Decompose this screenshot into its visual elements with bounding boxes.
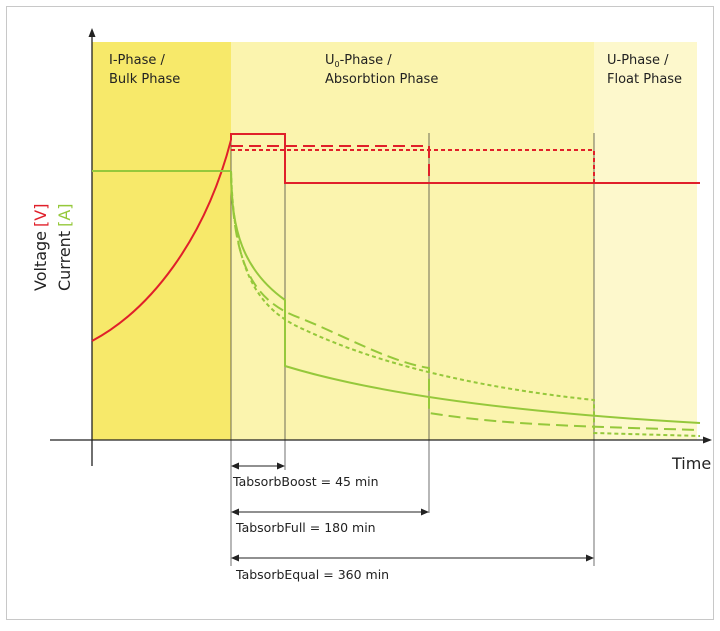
- absorption-phase-region: [231, 42, 594, 440]
- float-phase-label-line1: U-Phase /: [607, 53, 669, 68]
- current-boost-decay: [230, 170, 701, 424]
- equal-duration-label: TabsorbEqual = 360 min: [235, 567, 389, 582]
- absorption-phase-label-line2: Absorbtion Phase: [325, 72, 438, 87]
- x-axis-arrowhead: [703, 436, 712, 444]
- voltage-curves: [91, 133, 700, 342]
- absorption-phase-label-line1: U0-Phase /: [325, 53, 392, 69]
- bulk-phase-label-line1: I-Phase /: [109, 53, 165, 68]
- current-equal-decay: [230, 170, 701, 437]
- current-full-decay: [230, 170, 701, 431]
- bulk-phase-label-line2: Bulk Phase: [109, 72, 180, 87]
- voltage-absorb-equal: [231, 149, 595, 183]
- x-axis-label: Time: [671, 454, 711, 473]
- y-axis-voltage-label: Voltage[V]: [31, 204, 50, 291]
- voltage-absorb-boost: [230, 133, 700, 184]
- y-axis-arrowhead: [88, 28, 96, 37]
- bulk-phase-region: [92, 42, 231, 440]
- boost-duration-label: TabsorbBoost = 45 min: [232, 474, 379, 489]
- voltage-absorb-full: [231, 145, 430, 183]
- float-phase-label-line2: Float Phase: [607, 72, 682, 87]
- current-curves: [92, 170, 701, 437]
- duration-arrows: [231, 462, 594, 562]
- voltage-bulk-rise: [91, 139, 232, 342]
- full-duration-label: TabsorbFull = 180 min: [235, 520, 376, 535]
- float-phase-region: [594, 42, 697, 440]
- phase-marker-lines: [230, 133, 595, 566]
- y-axis-current-label: Current[A]: [55, 203, 74, 291]
